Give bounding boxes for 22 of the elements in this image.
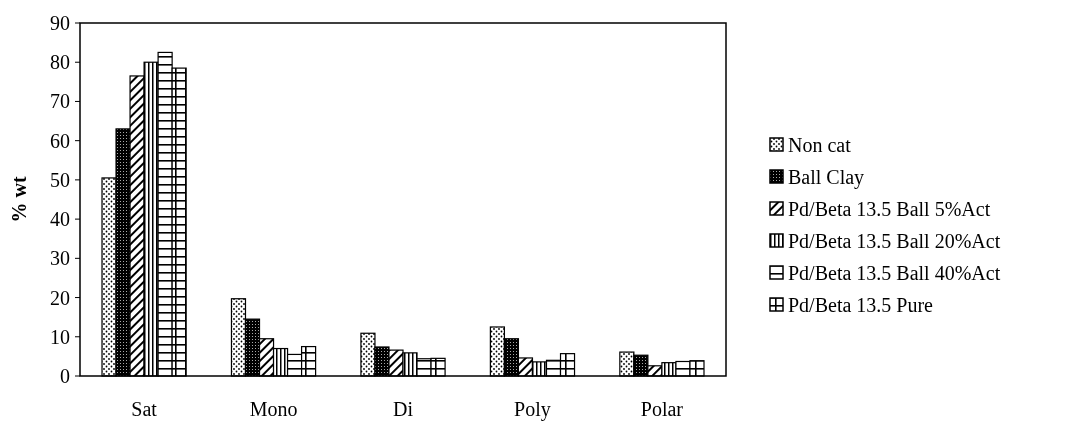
y-tick-label: 50 [50, 168, 70, 191]
legend-label: Pd/Beta 13.5 Ball 20%Act [788, 230, 1001, 252]
legend-label: Pd/Beta 13.5 Pure [788, 294, 934, 316]
y-tick-label: 60 [50, 129, 70, 152]
y-tick-label: 90 [50, 12, 70, 34]
y-axis-title: % wt [8, 176, 30, 223]
y-tick-label: 20 [50, 286, 70, 309]
x-tick-label: Sat [131, 398, 158, 420]
legend-label: Pd/Beta 13.5 Ball 40%Act [788, 262, 1001, 284]
x-tick-label: Di [393, 398, 414, 420]
x-tick-label: Mono [249, 398, 298, 420]
y-tick-label: 80 [50, 51, 70, 74]
y-tick-label: 40 [50, 208, 70, 231]
legend-label: Non cat [788, 134, 852, 156]
y-tick-label: 0 [60, 365, 70, 387]
x-tick-label: Polar [640, 398, 684, 420]
x-tick-label: Poly [514, 398, 551, 421]
y-tick-label: 10 [50, 325, 70, 348]
y-tick-label: 30 [50, 247, 70, 270]
legend-label: Ball Clay [788, 166, 865, 189]
legend-label: Pd/Beta 13.5 Ball 5%Act [788, 198, 991, 220]
y-tick-label: 70 [50, 90, 70, 113]
